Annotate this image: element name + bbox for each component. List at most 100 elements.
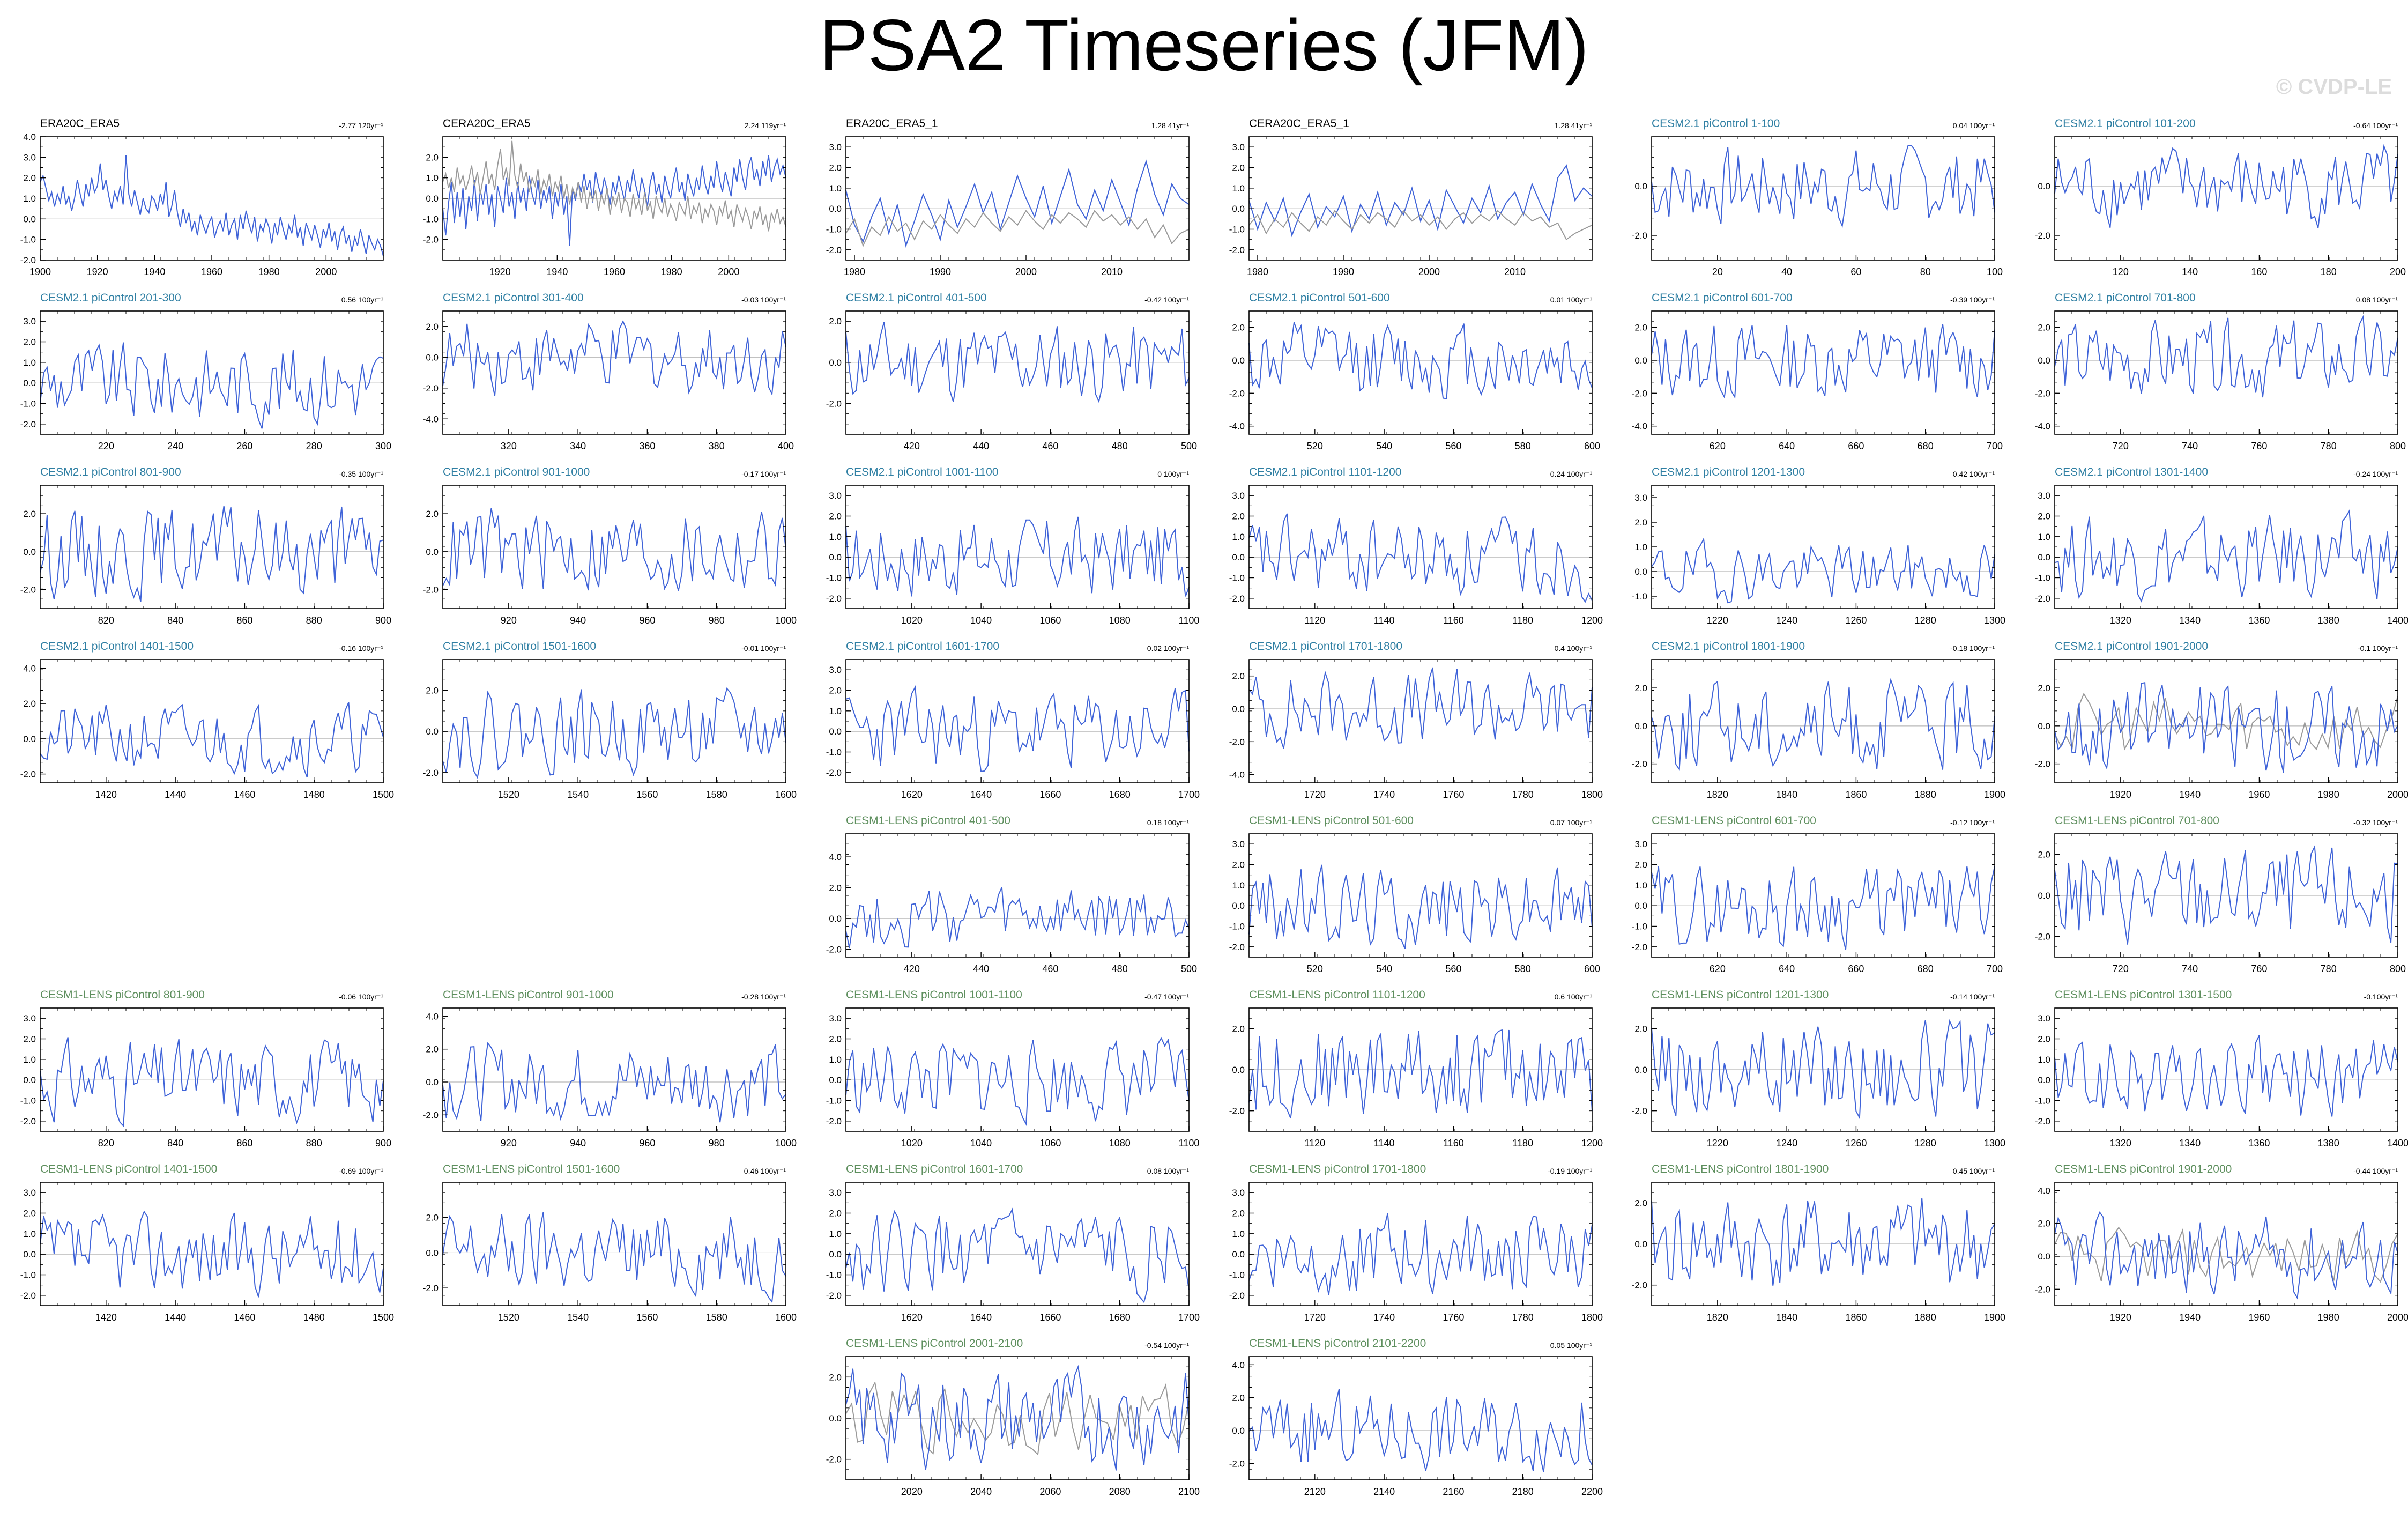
x-tick-label: 1060 bbox=[1039, 615, 1061, 626]
x-tick-label: 80 bbox=[1920, 266, 1931, 277]
y-tick-label: 0.0 bbox=[426, 194, 439, 204]
y-tick-label: -1.0 bbox=[826, 747, 842, 758]
x-tick-label: 700 bbox=[1987, 964, 2003, 974]
trend-label: -0.16 100yr⁻¹ bbox=[339, 644, 383, 653]
x-tick-label: 420 bbox=[904, 964, 920, 974]
x-tick-label: 1760 bbox=[1443, 789, 1464, 800]
chart-title: CESM1-LENS piControl 801-900 bbox=[40, 989, 205, 1001]
chart-title: CERA20C_ERA5_1 bbox=[1249, 117, 1349, 130]
plot-frame bbox=[845, 1182, 1190, 1306]
trend-label: 0.08 100yr⁻¹ bbox=[2356, 295, 2398, 304]
chart-title: CESM2.1 piControl 1201-1300 bbox=[1652, 466, 1805, 478]
trend-label: -0.44 100yr⁻¹ bbox=[2353, 1167, 2398, 1175]
series-line-0 bbox=[40, 1037, 384, 1128]
x-tick-label: 1400 bbox=[2387, 615, 2408, 626]
x-tick-label: 1780 bbox=[1512, 789, 1534, 800]
x-tick-label: 2080 bbox=[1109, 1486, 1131, 1497]
trend-label: -0.54 100yr⁻¹ bbox=[1144, 1341, 1189, 1350]
x-tick-label: 1640 bbox=[970, 1312, 992, 1323]
y-tick-label: -2.0 bbox=[2035, 1116, 2050, 1127]
chart-panel-p1: ERA20C_ERA5 -2.77 120yr⁻¹ 1900 1920 1940 1960… bbox=[20, 117, 384, 277]
chart-title: CESM1-LENS piControl 1001-1100 bbox=[846, 989, 1022, 1001]
x-tick-label: 1940 bbox=[2179, 789, 2201, 800]
series-line-1 bbox=[845, 210, 1190, 247]
x-tick-label: 560 bbox=[1445, 441, 1461, 451]
y-tick-label: 1.0 bbox=[1634, 542, 1647, 552]
y-tick-label: 3.0 bbox=[829, 491, 842, 501]
x-tick-label: 2040 bbox=[970, 1486, 992, 1497]
y-tick-label: 2.0 bbox=[829, 512, 842, 522]
plot-frame bbox=[40, 1182, 384, 1306]
x-tick-label: 900 bbox=[375, 615, 391, 626]
chart-title: CESM2.1 piControl 1-100 bbox=[1652, 117, 1780, 130]
y-tick-label: -1.0 bbox=[423, 214, 439, 224]
y-tick-label: 2.0 bbox=[426, 509, 439, 519]
x-tick-label: 1060 bbox=[1039, 1138, 1061, 1148]
x-tick-label: 1000 bbox=[775, 1138, 797, 1148]
x-tick-label: 2060 bbox=[1039, 1486, 1061, 1497]
x-tick-label: 780 bbox=[2321, 964, 2337, 974]
x-tick-label: 1700 bbox=[1178, 1312, 1200, 1323]
y-tick-label: 0.0 bbox=[829, 1413, 842, 1424]
x-tick-label: 100 bbox=[1987, 266, 2003, 277]
y-tick-label: 2.0 bbox=[23, 699, 36, 709]
series-line-0 bbox=[1248, 322, 1593, 399]
y-tick-label: 2.0 bbox=[23, 173, 36, 183]
x-tick-label: 1660 bbox=[1039, 1312, 1061, 1323]
x-tick-label: 1300 bbox=[1984, 615, 2005, 626]
x-tick-label: 460 bbox=[1042, 441, 1058, 451]
y-tick-label: 1.0 bbox=[1232, 532, 1245, 542]
series-line-0 bbox=[1651, 1019, 1995, 1120]
x-tick-label: 1720 bbox=[1304, 1312, 1326, 1323]
x-tick-label: 540 bbox=[1376, 964, 1392, 974]
page-title: PSA2 Timeseries (JFM) bbox=[819, 4, 1589, 86]
x-tick-label: 1640 bbox=[970, 789, 992, 800]
y-tick-label: 2.0 bbox=[1232, 1024, 1245, 1034]
y-tick-label: 2.0 bbox=[23, 1034, 36, 1044]
trend-label: -2.77 120yr⁻¹ bbox=[339, 121, 383, 130]
series-line-0 bbox=[1248, 1213, 1593, 1295]
chart-title: CESM2.1 piControl 101-200 bbox=[2055, 117, 2196, 130]
y-tick-label: 2.0 bbox=[1232, 163, 1245, 173]
y-tick-label: -2.0 bbox=[826, 1116, 842, 1127]
chart-title: CERA20C_ERA5 bbox=[443, 117, 530, 130]
trend-label: -0.69 100yr⁻¹ bbox=[339, 1167, 383, 1175]
chart-title: CESM1-LENS piControl 1101-1200 bbox=[1249, 989, 1425, 1001]
chart-panel-p2: CERA20C_ERA5 2.24 119yr⁻¹ 1920 1940 1960 1980… bbox=[423, 117, 786, 277]
y-tick-label: -1.0 bbox=[1229, 922, 1245, 932]
chart-panel-p24: CESM2.1 piControl 1901-2000 -0.1 100yr⁻¹ 1… bbox=[2035, 640, 2408, 800]
x-tick-label: 1420 bbox=[95, 789, 117, 800]
chart-title: CESM2.1 piControl 1101-1200 bbox=[1249, 466, 1401, 478]
x-tick-label: 1140 bbox=[1374, 615, 1395, 626]
chart-panel-p26: CESM1-LENS piControl 501-600 0.07 100yr⁻¹… bbox=[1229, 814, 1600, 974]
y-tick-label: -1.0 bbox=[20, 1270, 36, 1280]
y-tick-label: -4.0 bbox=[2035, 421, 2050, 432]
x-tick-label: 1200 bbox=[1581, 615, 1603, 626]
x-tick-label: 1980 bbox=[258, 266, 280, 277]
x-tick-label: 960 bbox=[639, 615, 655, 626]
x-tick-label: 1000 bbox=[775, 615, 797, 626]
x-tick-label: 2000 bbox=[2387, 1312, 2408, 1323]
x-tick-label: 460 bbox=[1042, 964, 1058, 974]
series-line-0 bbox=[40, 506, 384, 602]
trend-label: -0.18 100yr⁻¹ bbox=[1950, 644, 1995, 653]
chart-title: CESM1-LENS piControl 901-1000 bbox=[443, 989, 614, 1001]
chart-panel-p5: CESM2.1 piControl 1-100 0.04 100yr⁻¹ 20 40 6… bbox=[1632, 117, 2003, 277]
x-tick-label: 1560 bbox=[636, 789, 658, 800]
chart-panel-p42: CESM1-LENS piControl 2101-2200 0.05 100yr… bbox=[1229, 1337, 1603, 1497]
x-tick-label: 2140 bbox=[1373, 1486, 1395, 1497]
x-tick-label: 500 bbox=[1181, 441, 1197, 451]
x-tick-label: 1160 bbox=[1443, 615, 1464, 626]
y-tick-label: 0.0 bbox=[2038, 721, 2050, 731]
series-line-1 bbox=[442, 140, 786, 232]
x-tick-label: 1460 bbox=[234, 789, 255, 800]
chart-title: CESM1-LENS piControl 1801-1900 bbox=[1652, 1163, 1829, 1175]
y-tick-label: -1.0 bbox=[20, 1096, 36, 1106]
y-tick-label: -1.0 bbox=[826, 1096, 842, 1106]
x-tick-label: 1220 bbox=[1707, 615, 1728, 626]
x-tick-label: 1900 bbox=[1984, 1312, 2005, 1323]
x-tick-label: 1020 bbox=[901, 1138, 923, 1148]
y-tick-label: 0.0 bbox=[426, 727, 439, 737]
series-line-0 bbox=[845, 1207, 1190, 1303]
